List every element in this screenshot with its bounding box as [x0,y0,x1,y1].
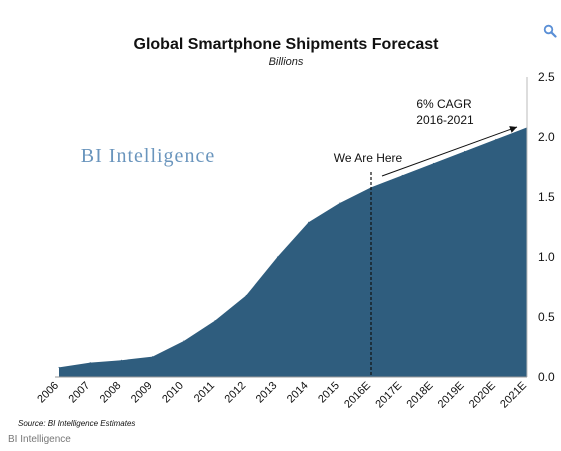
y-tick-label: 1.5 [538,190,555,204]
x-tick-label: 2012 [223,380,249,406]
footer-credit: BI Intelligence [8,434,71,445]
data-point [339,202,341,204]
data-point [495,138,497,140]
x-tick-label: 2016E [342,380,373,411]
cagr-arrow-head [509,126,517,133]
data-point [214,320,216,322]
y-tick-label: 1.0 [538,250,555,264]
chart-title: Global Smartphone Shipments Forecast [134,36,440,53]
y-tick-label: 0.5 [538,310,555,324]
x-tick-label: 2011 [192,380,217,405]
data-point [245,294,247,296]
chart-subtitle: Billions [269,56,304,68]
zoom-icon[interactable] [543,24,557,38]
x-tick-label: 2013 [254,380,280,406]
data-point [308,221,310,223]
watermark: BI Intelligence [81,145,215,167]
area-series [59,127,527,378]
y-tick-label: 0.0 [538,370,555,384]
x-tick-label: 2009 [129,380,155,406]
cagr-period-label: 2016-2021 [416,113,474,127]
cagr-arrow-line [381,126,518,177]
x-tick-label: 2010 [160,380,186,406]
x-tick-label: 2021E [498,380,529,411]
data-point [58,366,60,368]
data-point [432,162,434,164]
data-point [152,356,154,358]
x-tick-label: 2006 [35,380,61,406]
x-tick-label: 2020E [467,380,498,411]
y-tick-label: 2.0 [538,130,555,144]
x-tick-label: 2007 [67,380,93,406]
data-point [464,150,466,152]
y-tick-label: 2.5 [538,70,555,84]
cagr-label: 6% CAGR [416,97,472,111]
x-tick-label: 2019E [436,380,467,411]
data-point [401,174,403,176]
source-note: Source: BI Intelligence Estimates [18,419,135,428]
we-are-here-label: We Are Here [334,151,403,165]
x-tick-label: 2014 [285,380,311,406]
x-tick-label: 2018E [405,380,436,411]
data-point [120,359,122,361]
data-point [276,256,278,258]
x-tick-label: 2017E [373,380,404,411]
data-point [89,362,91,364]
data-point [183,340,185,342]
x-tick-label: 2015 [316,380,342,406]
x-tick-label: 2008 [98,380,124,406]
